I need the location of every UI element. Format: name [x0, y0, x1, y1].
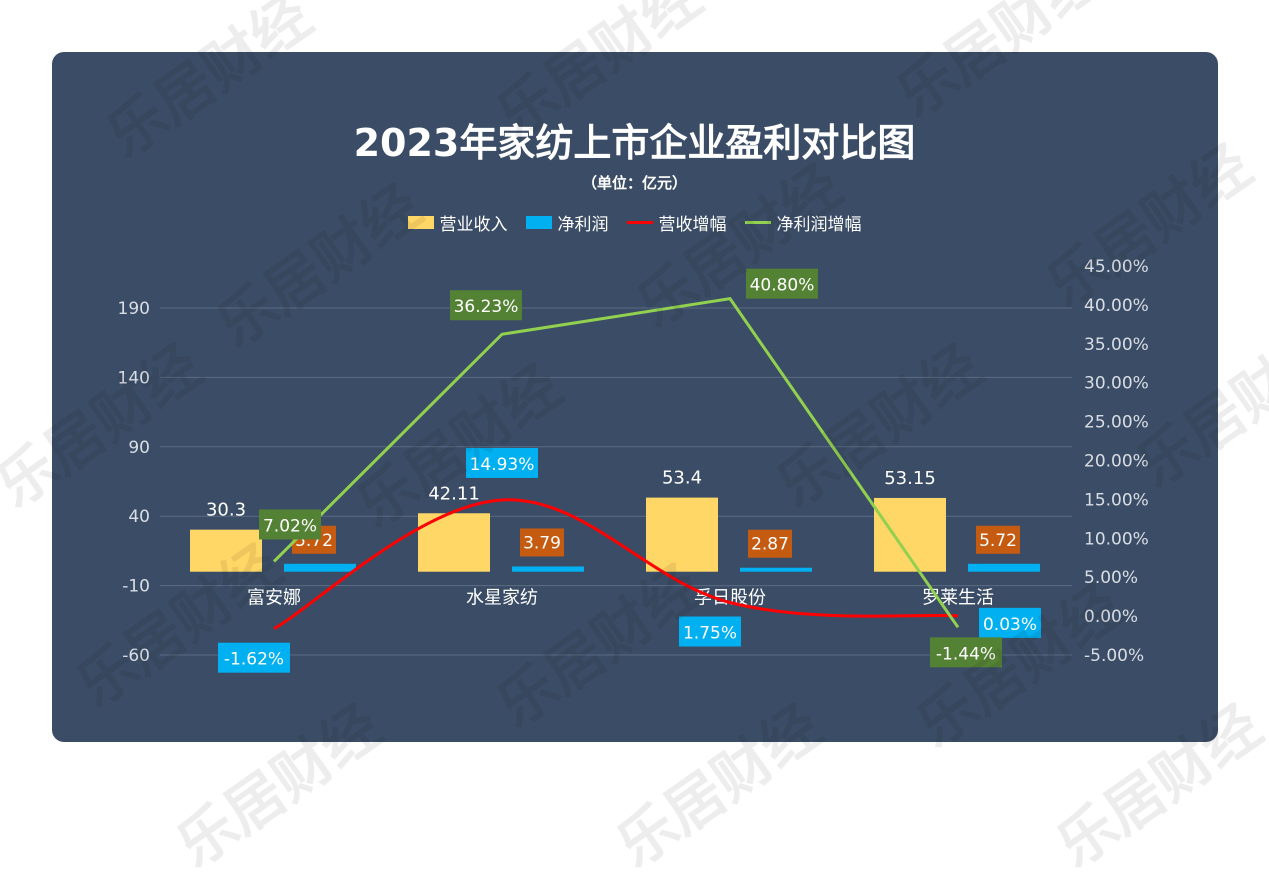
right-axis-tick-label: 30.00% [1084, 374, 1149, 394]
legend-swatch-revenue [407, 216, 434, 229]
line-profit-growth-label-bg [746, 268, 818, 299]
line-revenue-growth-label: -1.62% [224, 650, 284, 670]
line-profit-growth-label-bg [450, 290, 522, 321]
bar-revenue [190, 529, 262, 572]
line-profit-growth-label: 36.23% [454, 297, 519, 317]
line-revenue-growth-label-bg [218, 642, 290, 673]
right-axis-tick-label: 0.00% [1084, 607, 1138, 627]
bar-net-profit [512, 566, 584, 572]
category-label: 富安娜 [247, 588, 301, 609]
legend-item-net-profit: 净利润 [525, 210, 609, 235]
bar-revenue-label: 53.15 [884, 468, 936, 489]
chart-title: 2023年家纺上市企业盈利对比图 [353, 121, 916, 165]
chart-legend: 营业收入 净利润 营收增幅 净利润增幅 [0, 210, 1269, 235]
line-revenue-growth-label-bg [979, 607, 1041, 638]
left-axis-tick-label: -10 [122, 577, 150, 597]
bar-net-profit [968, 563, 1040, 572]
right-axis-tick-label: 45.00% [1084, 257, 1149, 277]
legend-item-profit-growth: 净利润增幅 [744, 210, 862, 235]
left-axis-tick-label: 40 [128, 507, 150, 527]
left-axis-tick-label: 140 [118, 368, 150, 388]
line-revenue-growth-label: 14.93% [470, 455, 535, 475]
bar-revenue-label: 42.11 [428, 483, 480, 504]
bar-net-profit-label: 5.72 [979, 531, 1017, 551]
line-revenue-growth-label: 0.03% [983, 615, 1037, 635]
line-profit-growth-label-bg [259, 509, 321, 540]
left-axis-tick-label: 190 [118, 299, 150, 319]
right-axis-tick-label: 15.00% [1084, 490, 1149, 510]
chart-unit: （单位：亿元） [581, 174, 687, 192]
bar-net-profit [740, 567, 812, 572]
bar-net-profit [284, 563, 356, 572]
bar-net-profit-label: 3.79 [523, 533, 561, 553]
right-axis-tick-label: 5.00% [1084, 568, 1138, 588]
legend-swatch-net-profit [525, 216, 552, 229]
line-profit-growth [272, 297, 960, 629]
legend-swatch-profit-growth [744, 221, 771, 224]
line-profit-growth-label: 7.02% [263, 516, 317, 536]
right-axis-tick-label: 25.00% [1084, 413, 1149, 433]
right-axis-tick-label: 20.00% [1084, 452, 1149, 472]
line-profit-growth-label: 40.80% [750, 276, 815, 296]
line-revenue-growth-label-bg [679, 616, 741, 647]
right-axis-tick-label: 35.00% [1084, 335, 1149, 355]
bar-net-profit-label-bg [976, 525, 1020, 554]
legend-item-revenue-growth: 营收增幅 [626, 210, 727, 235]
right-axis-tick-label: 10.00% [1084, 529, 1149, 549]
legend-label-revenue: 营业收入 [439, 215, 508, 235]
line-revenue-growth-label-bg [466, 447, 538, 478]
legend-label-net-profit: 净利润 [557, 215, 609, 235]
category-label: 水星家纺 [466, 588, 538, 609]
line-profit-growth-label: -1.44% [936, 644, 996, 664]
right-axis-tick-label: -5.00% [1084, 646, 1144, 666]
right-axis-tick-label: 40.00% [1084, 296, 1149, 316]
legend-label-revenue-growth: 营收增幅 [658, 215, 727, 235]
category-label: 孚日股份 [694, 588, 766, 609]
legend-label-profit-growth: 净利润增幅 [776, 215, 862, 235]
bar-net-profit-label-bg [520, 528, 564, 557]
left-axis-tick-label: 90 [128, 438, 150, 458]
legend-swatch-revenue-growth [626, 221, 653, 224]
chart-plot: 190 140 90 40 -10 -60 45.00% 40.00% 35.00% 30.00%… [118, 257, 1149, 673]
bar-revenue-label: 30.3 [206, 500, 246, 521]
line-profit-growth-label-bg [930, 637, 1002, 668]
legend-item-revenue: 营业收入 [407, 210, 508, 235]
line-revenue-growth [273, 498, 959, 631]
bar-net-profit-label: 2.87 [751, 535, 789, 555]
bar-revenue-label: 53.4 [662, 468, 702, 489]
bar-revenue [646, 497, 718, 572]
bar-net-profit-label-bg [748, 529, 792, 558]
left-axis-tick-label: -60 [122, 646, 150, 666]
line-revenue-growth-label: 1.75% [683, 623, 737, 643]
